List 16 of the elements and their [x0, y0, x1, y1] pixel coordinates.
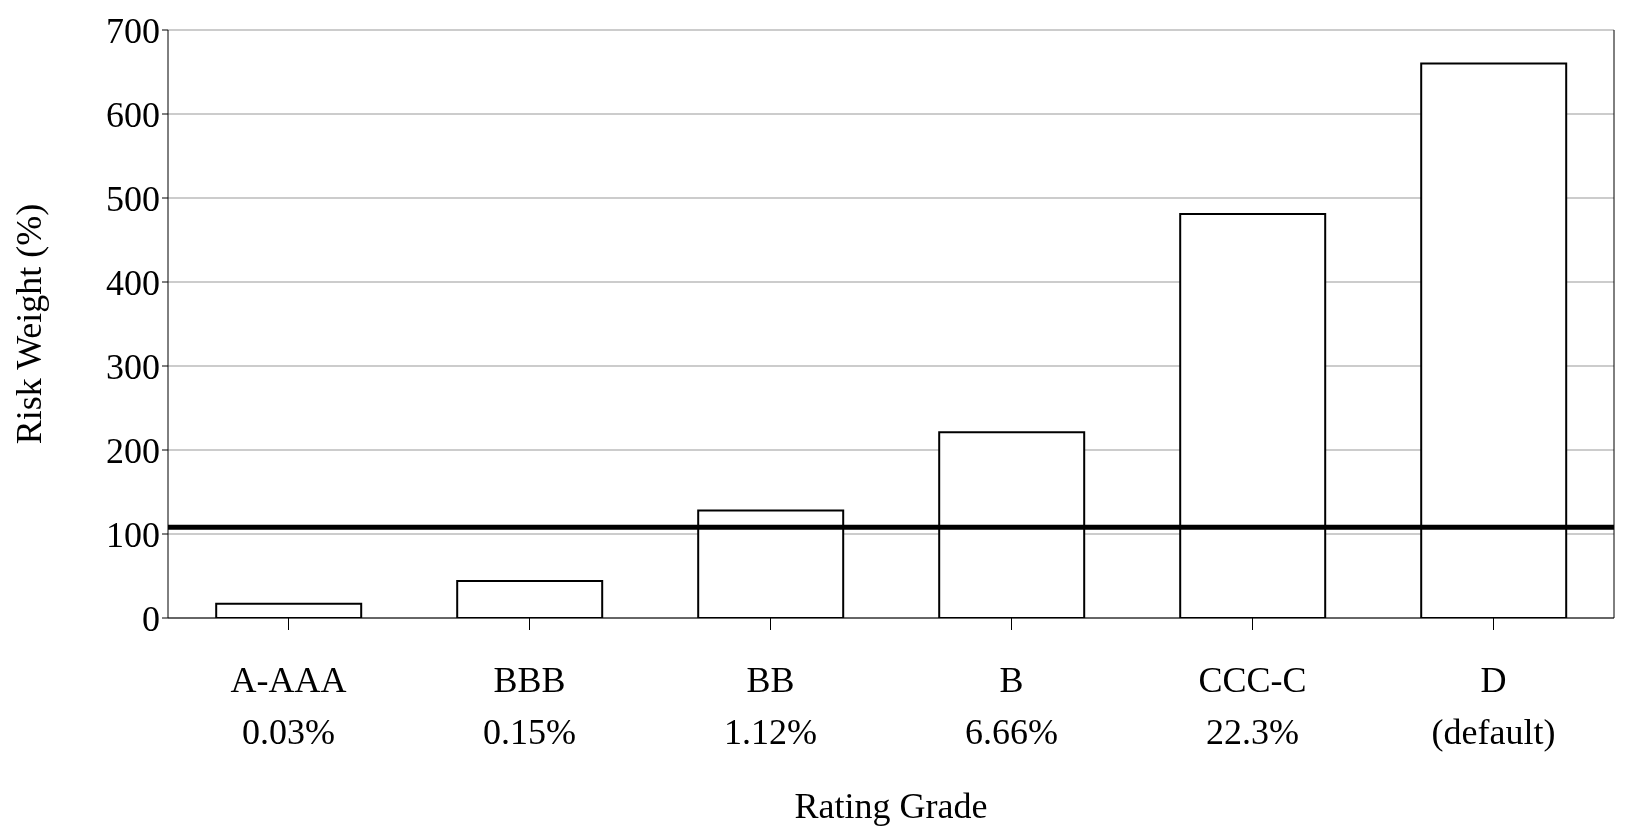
x-tick-label: BB 1.12% — [724, 660, 817, 752]
y-tick-label: 600 — [106, 94, 160, 135]
x-tick-label: BBB 0.15% — [483, 660, 576, 752]
y-axis-title: Risk Weight (%) — [8, 203, 49, 445]
y-tick-label: 400 — [106, 262, 160, 303]
y-tick-label: 200 — [106, 430, 160, 471]
x-tick-label: B 6.66% — [965, 660, 1058, 752]
y-tick-label: 100 — [106, 514, 160, 555]
x-tick-label: A-AAA 0.03% — [230, 660, 347, 752]
y-tick-label: 500 — [106, 178, 160, 219]
y-tick-label: 700 — [106, 10, 160, 51]
y-tick-label: 300 — [106, 346, 160, 387]
y-tick-label: 0 — [142, 598, 160, 639]
x-tick-label: CCC-C 22.3% — [1198, 660, 1307, 752]
x-axis-title: Rating Grade — [794, 786, 988, 826]
x-tick-label: D (default) — [1431, 660, 1556, 752]
